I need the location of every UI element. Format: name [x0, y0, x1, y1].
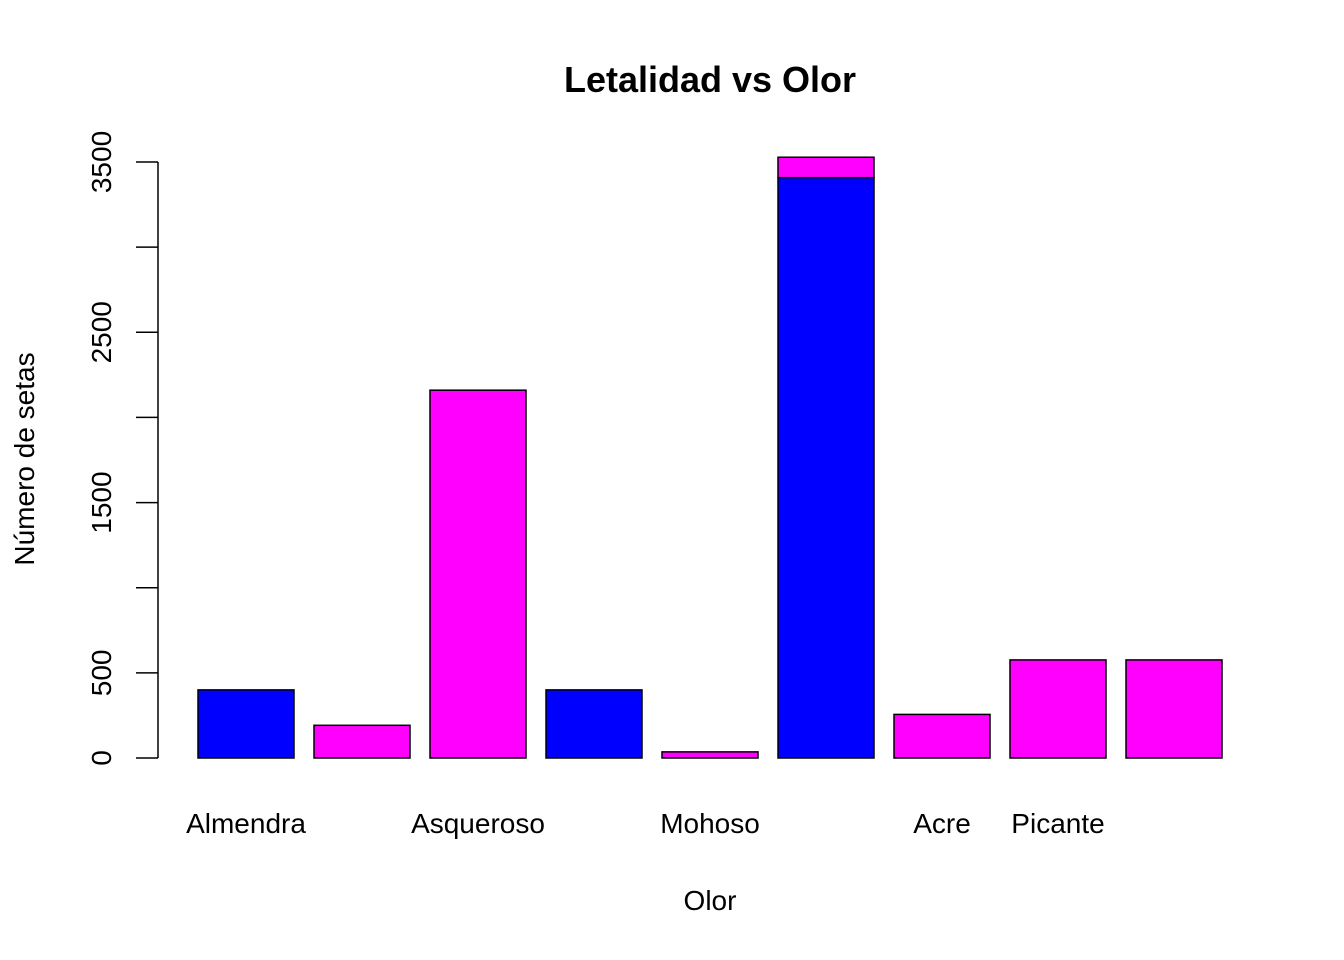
- bars-group: [197, 156, 1223, 759]
- y-axis: 0 500 1500 2500 3500: [86, 131, 159, 766]
- bar-segment: [545, 689, 643, 759]
- y-tick-label: 3500: [86, 131, 117, 193]
- bar-segment: [197, 689, 295, 759]
- bar-segment: [893, 713, 991, 759]
- x-category-label: Mohoso: [660, 808, 760, 839]
- x-category-label: Almendra: [186, 808, 306, 839]
- y-tick-label: 500: [86, 649, 117, 696]
- x-category-label: Picante: [1011, 808, 1104, 839]
- bar-segment: [661, 751, 759, 759]
- x-axis-label: Olor: [684, 885, 737, 916]
- bar-segment: [429, 389, 527, 759]
- bar-segment: [313, 724, 411, 759]
- bar-segment: [777, 176, 875, 759]
- bar-segment: [1125, 659, 1223, 759]
- category-labels: Almendra Asqueroso Mohoso Acre Picante: [186, 808, 1105, 839]
- x-category-label: Acre: [913, 808, 971, 839]
- y-tick-label: 2500: [86, 301, 117, 363]
- chart-title: Letalidad vs Olor: [564, 59, 856, 100]
- y-tick-label: 0: [86, 750, 117, 766]
- bar-segment: [1009, 659, 1107, 759]
- y-axis-label: Número de setas: [9, 352, 40, 565]
- bar-segment: [777, 156, 875, 179]
- y-tick-label: 1500: [86, 471, 117, 533]
- x-category-label: Asqueroso: [411, 808, 545, 839]
